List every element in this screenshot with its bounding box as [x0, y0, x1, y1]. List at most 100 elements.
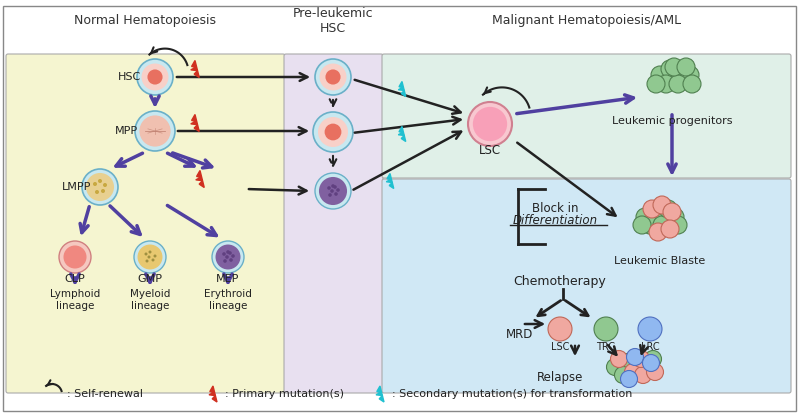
Circle shape: [231, 254, 235, 258]
Circle shape: [103, 183, 107, 187]
Circle shape: [93, 182, 97, 186]
Text: Normal Hematopoiesis: Normal Hematopoiesis: [74, 14, 216, 27]
Circle shape: [63, 246, 86, 269]
Circle shape: [145, 253, 147, 256]
Circle shape: [315, 173, 351, 209]
Circle shape: [621, 370, 638, 388]
Polygon shape: [190, 114, 199, 132]
Circle shape: [319, 64, 346, 91]
Text: : Secondary mutation(s) for transformation: : Secondary mutation(s) for transformati…: [392, 389, 632, 399]
Circle shape: [330, 189, 334, 193]
Text: MEP: MEP: [216, 274, 240, 284]
Circle shape: [326, 70, 341, 85]
Circle shape: [633, 216, 651, 234]
Circle shape: [653, 196, 671, 214]
Text: LSC: LSC: [551, 342, 569, 352]
Polygon shape: [398, 82, 406, 96]
Polygon shape: [196, 171, 204, 187]
Text: Myeloid: Myeloid: [130, 289, 170, 299]
Circle shape: [663, 203, 681, 221]
Text: CLP: CLP: [65, 274, 86, 284]
Circle shape: [95, 190, 99, 194]
FancyBboxPatch shape: [284, 54, 383, 393]
Text: Erythroid: Erythroid: [204, 289, 252, 299]
Circle shape: [642, 354, 659, 372]
Circle shape: [614, 367, 631, 383]
Circle shape: [313, 112, 353, 152]
Circle shape: [659, 200, 677, 218]
Circle shape: [646, 203, 664, 221]
Circle shape: [665, 58, 683, 76]
Circle shape: [222, 252, 226, 256]
Circle shape: [101, 189, 105, 193]
Circle shape: [333, 185, 337, 189]
Circle shape: [548, 317, 572, 341]
Polygon shape: [209, 386, 217, 402]
Circle shape: [666, 208, 684, 226]
Text: LSC: LSC: [479, 145, 501, 158]
Circle shape: [139, 115, 170, 147]
Circle shape: [228, 251, 232, 255]
Text: LMPP: LMPP: [62, 182, 91, 192]
FancyBboxPatch shape: [382, 179, 791, 393]
Circle shape: [226, 255, 229, 259]
Circle shape: [473, 107, 507, 141]
Text: MRD: MRD: [506, 328, 534, 341]
Text: Lymphoid: Lymphoid: [50, 289, 100, 299]
Text: HSC: HSC: [118, 72, 142, 82]
Circle shape: [633, 351, 650, 367]
Circle shape: [647, 75, 665, 93]
Text: Leukemic Blaste: Leukemic Blaste: [614, 256, 706, 266]
Circle shape: [618, 354, 635, 370]
Text: MPP: MPP: [115, 126, 138, 136]
Circle shape: [634, 367, 651, 383]
Polygon shape: [398, 127, 406, 142]
Text: lineage: lineage: [131, 301, 169, 311]
Circle shape: [226, 250, 230, 254]
Circle shape: [319, 177, 347, 205]
Text: Relapse: Relapse: [537, 370, 583, 383]
Circle shape: [661, 220, 679, 238]
FancyBboxPatch shape: [382, 54, 791, 178]
Circle shape: [336, 188, 340, 192]
Polygon shape: [386, 173, 394, 189]
Circle shape: [328, 193, 332, 197]
Text: : Primary mutation(s): : Primary mutation(s): [225, 389, 344, 399]
Circle shape: [651, 66, 669, 84]
Circle shape: [671, 66, 689, 84]
Circle shape: [154, 254, 157, 258]
Text: Leukemic progenitors: Leukemic progenitors: [612, 116, 732, 126]
Circle shape: [137, 59, 173, 95]
Circle shape: [223, 259, 227, 263]
Circle shape: [683, 75, 701, 93]
Circle shape: [334, 192, 338, 196]
Circle shape: [229, 258, 233, 262]
Circle shape: [331, 184, 335, 188]
Text: Pre-leukemic
HSC: Pre-leukemic HSC: [293, 7, 374, 35]
Circle shape: [468, 102, 512, 146]
Circle shape: [86, 173, 114, 201]
Circle shape: [641, 216, 659, 234]
Circle shape: [606, 359, 623, 375]
FancyBboxPatch shape: [6, 54, 285, 393]
Circle shape: [151, 259, 154, 261]
Circle shape: [657, 75, 675, 93]
Circle shape: [212, 241, 244, 273]
Circle shape: [135, 111, 175, 151]
Circle shape: [630, 357, 647, 373]
Polygon shape: [190, 60, 199, 78]
Circle shape: [669, 75, 687, 93]
Circle shape: [146, 259, 149, 262]
Circle shape: [59, 241, 91, 273]
Text: lineage: lineage: [56, 301, 94, 311]
Circle shape: [643, 200, 661, 218]
Circle shape: [626, 349, 643, 365]
Circle shape: [142, 64, 169, 91]
Circle shape: [149, 251, 151, 253]
Text: TRC: TRC: [597, 342, 615, 352]
Circle shape: [649, 223, 667, 241]
Text: lineage: lineage: [209, 301, 247, 311]
Text: Block in: Block in: [532, 202, 578, 215]
Circle shape: [636, 208, 654, 226]
Circle shape: [98, 179, 102, 183]
